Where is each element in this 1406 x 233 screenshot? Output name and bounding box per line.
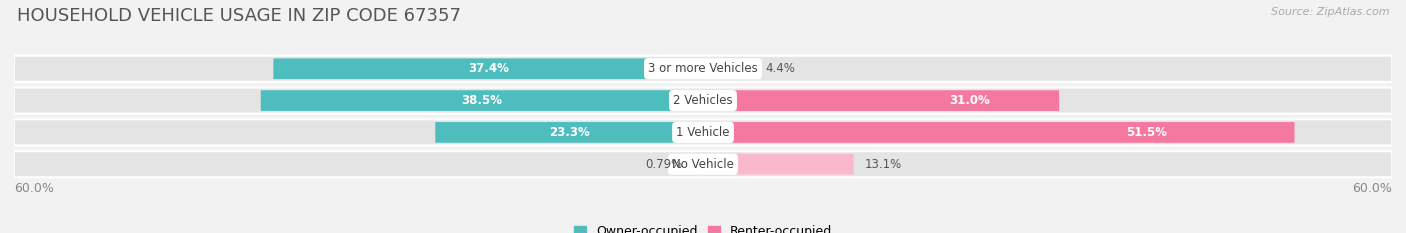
Text: 3 or more Vehicles: 3 or more Vehicles [648, 62, 758, 75]
FancyBboxPatch shape [703, 122, 1295, 143]
FancyBboxPatch shape [14, 88, 1392, 114]
FancyBboxPatch shape [273, 58, 703, 79]
FancyBboxPatch shape [14, 151, 1392, 177]
Text: 1 Vehicle: 1 Vehicle [676, 126, 730, 139]
Legend: Owner-occupied, Renter-occupied: Owner-occupied, Renter-occupied [568, 220, 838, 233]
FancyBboxPatch shape [14, 119, 1392, 145]
Text: 37.4%: 37.4% [468, 62, 509, 75]
Text: 60.0%: 60.0% [1353, 182, 1392, 195]
FancyBboxPatch shape [693, 154, 703, 175]
Text: No Vehicle: No Vehicle [672, 158, 734, 171]
Text: 2 Vehicles: 2 Vehicles [673, 94, 733, 107]
Text: 0.79%: 0.79% [645, 158, 682, 171]
FancyBboxPatch shape [260, 90, 703, 111]
Text: 60.0%: 60.0% [14, 182, 53, 195]
Text: 13.1%: 13.1% [865, 158, 903, 171]
Text: HOUSEHOLD VEHICLE USAGE IN ZIP CODE 67357: HOUSEHOLD VEHICLE USAGE IN ZIP CODE 6735… [17, 7, 461, 25]
Text: 38.5%: 38.5% [461, 94, 502, 107]
Text: 31.0%: 31.0% [949, 94, 990, 107]
FancyBboxPatch shape [14, 56, 1392, 82]
Text: 23.3%: 23.3% [548, 126, 589, 139]
FancyBboxPatch shape [703, 154, 853, 175]
FancyBboxPatch shape [436, 122, 703, 143]
Text: 51.5%: 51.5% [1126, 126, 1167, 139]
Text: 4.4%: 4.4% [765, 62, 794, 75]
FancyBboxPatch shape [703, 90, 1059, 111]
Text: Source: ZipAtlas.com: Source: ZipAtlas.com [1271, 7, 1389, 17]
FancyBboxPatch shape [703, 58, 754, 79]
